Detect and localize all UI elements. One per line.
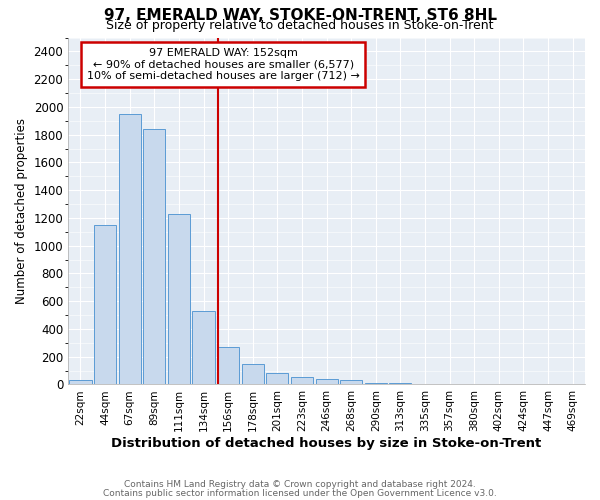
Y-axis label: Number of detached properties: Number of detached properties	[15, 118, 28, 304]
Text: Contains HM Land Registry data © Crown copyright and database right 2024.: Contains HM Land Registry data © Crown c…	[124, 480, 476, 489]
Text: 97 EMERALD WAY: 152sqm
← 90% of detached houses are smaller (6,577)
10% of semi-: 97 EMERALD WAY: 152sqm ← 90% of detached…	[87, 48, 359, 81]
Bar	[94, 225, 116, 384]
Bar	[242, 364, 264, 384]
Bar	[365, 383, 387, 384]
Bar	[70, 380, 92, 384]
Bar	[168, 214, 190, 384]
Bar	[316, 379, 338, 384]
Text: 97, EMERALD WAY, STOKE-ON-TRENT, ST6 8HL: 97, EMERALD WAY, STOKE-ON-TRENT, ST6 8HL	[104, 8, 497, 22]
Bar	[217, 347, 239, 385]
Bar	[193, 311, 215, 384]
Bar	[143, 129, 166, 384]
X-axis label: Distribution of detached houses by size in Stoke-on-Trent: Distribution of detached houses by size …	[112, 437, 542, 450]
Bar	[119, 114, 141, 384]
Text: Size of property relative to detached houses in Stoke-on-Trent: Size of property relative to detached ho…	[106, 19, 494, 32]
Bar	[266, 374, 289, 384]
Bar	[340, 380, 362, 384]
Bar	[291, 377, 313, 384]
Text: Contains public sector information licensed under the Open Government Licence v3: Contains public sector information licen…	[103, 488, 497, 498]
